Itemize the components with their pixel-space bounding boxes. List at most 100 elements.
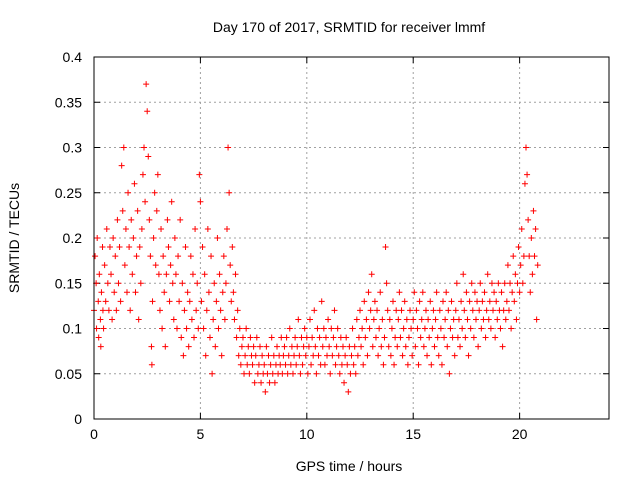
data-point (324, 352, 331, 359)
data-point (99, 244, 106, 251)
data-point (168, 198, 175, 205)
data-point (155, 271, 162, 278)
data-point (513, 316, 520, 323)
x-tick-label: 5 (197, 426, 205, 442)
data-point (326, 343, 333, 350)
data-point (309, 334, 316, 341)
data-point (258, 379, 265, 386)
data-point (483, 307, 490, 314)
data-point (441, 334, 448, 341)
data-point (499, 343, 506, 350)
y-tick-label: 0.4 (63, 49, 83, 65)
data-point (414, 325, 421, 332)
data-point (213, 298, 220, 305)
data-point (339, 343, 346, 350)
data-points (91, 81, 541, 395)
data-point (139, 171, 146, 178)
data-point (509, 289, 516, 296)
data-point (256, 343, 263, 350)
data-point (203, 307, 210, 314)
data-point (477, 280, 484, 287)
data-point (182, 244, 189, 251)
data-point (120, 144, 127, 151)
data-point (519, 280, 526, 287)
data-point (178, 334, 185, 341)
data-point (347, 370, 354, 377)
data-point (95, 334, 102, 341)
data-point (302, 352, 309, 359)
data-point (488, 280, 495, 287)
data-point (148, 343, 155, 350)
data-point (138, 225, 145, 232)
data-point (481, 289, 488, 296)
y-tick-label: 0.25 (55, 185, 82, 201)
data-point (220, 253, 227, 260)
data-point (498, 289, 505, 296)
data-point (467, 325, 474, 332)
data-point (305, 343, 312, 350)
data-point (97, 316, 104, 323)
data-point (447, 325, 454, 332)
data-point (466, 298, 473, 305)
data-point (121, 262, 128, 269)
data-point (173, 325, 180, 332)
data-point (398, 307, 405, 314)
data-point (289, 370, 296, 377)
data-point (156, 307, 163, 314)
data-point (225, 144, 232, 151)
data-point (493, 298, 500, 305)
y-tick-label: 0 (74, 411, 82, 427)
data-point (508, 325, 515, 332)
data-point (99, 307, 106, 314)
data-point (169, 280, 176, 287)
data-point (408, 325, 415, 332)
x-tick-label: 20 (512, 426, 528, 442)
data-point (128, 216, 135, 223)
data-point (162, 343, 169, 350)
data-point (320, 325, 327, 332)
data-point (161, 289, 168, 296)
data-point (114, 216, 121, 223)
data-point (113, 307, 120, 314)
data-point (270, 352, 277, 359)
data-point (479, 298, 486, 305)
data-point (436, 307, 443, 314)
data-point (433, 289, 440, 296)
chart-title: Day 170 of 2017, SRMTID for receiver lmm… (213, 19, 485, 35)
data-point (501, 280, 508, 287)
data-point (434, 334, 441, 341)
data-point (468, 280, 475, 287)
data-point (380, 361, 387, 368)
data-point (201, 271, 208, 278)
data-point (409, 352, 416, 359)
data-point (383, 280, 390, 287)
y-tick-label: 0.3 (63, 140, 83, 156)
y-tick-label: 0.05 (55, 366, 82, 382)
data-point (415, 361, 422, 368)
data-point (231, 316, 238, 323)
data-point (296, 352, 303, 359)
data-point (526, 253, 533, 260)
data-point (504, 262, 511, 269)
data-point (314, 325, 321, 332)
data-point (96, 271, 103, 278)
data-point (487, 325, 494, 332)
data-point (492, 334, 499, 341)
data-point (249, 361, 256, 368)
data-point (293, 361, 300, 368)
data-point (200, 325, 207, 332)
data-point (98, 289, 105, 296)
data-point (218, 352, 225, 359)
data-point (480, 316, 487, 323)
data-point (283, 334, 290, 341)
data-point (136, 244, 143, 251)
data-point (244, 361, 251, 368)
y-tick-label: 0.35 (55, 94, 82, 110)
data-point (382, 244, 389, 251)
data-point (369, 343, 376, 350)
data-point (370, 316, 377, 323)
data-point (228, 298, 235, 305)
data-point (516, 289, 523, 296)
data-point (130, 235, 137, 241)
